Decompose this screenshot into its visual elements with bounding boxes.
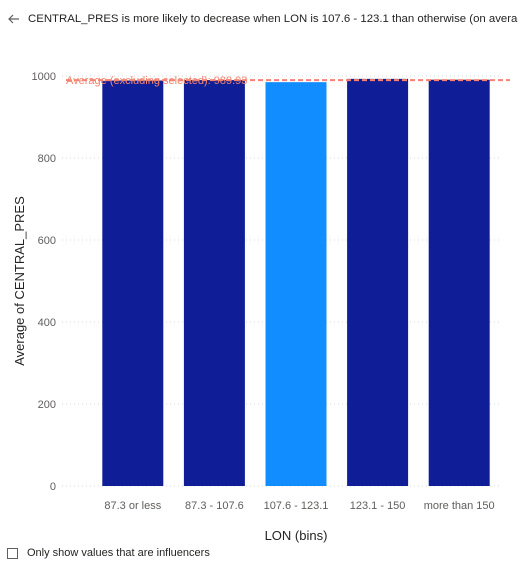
bar-chart-svg: 0 200 400 600 800 1000 87.3 or less 87.3 - 107.…: [12, 71, 510, 543]
y-tick-label: 0: [50, 481, 56, 493]
insight-text: CENTRAL_PRES is more likely to decrease …: [28, 13, 518, 25]
x-tick-label: 87.3 or less: [104, 500, 161, 512]
x-tick-label: 123.1 - 150: [350, 500, 406, 512]
bar: [347, 78, 409, 486]
influencers-checkbox[interactable]: [7, 547, 18, 559]
x-tick-label: 107.6 - 123.1: [264, 500, 329, 512]
x-axis-title: LON (bins): [265, 528, 328, 543]
bar: [265, 82, 327, 487]
influencers-checkbox-label: Only show values that are influencers: [27, 547, 210, 559]
y-tick-label: 800: [38, 153, 56, 165]
y-tick-label: 1000: [32, 71, 56, 83]
x-tick-label: more than 150: [424, 500, 495, 512]
y-tick-label: 200: [38, 399, 56, 411]
x-tick-label: 87.3 - 107.6: [185, 500, 244, 512]
y-axis-title: Average of CENTRAL_PRES: [12, 196, 27, 366]
bar: [183, 80, 245, 486]
average-line-label: Average (excluding selected): 989.93: [66, 75, 247, 87]
y-tick-label: 600: [38, 235, 56, 247]
bar: [102, 80, 164, 486]
influencers-filter[interactable]: Only show values that are influencers: [7, 545, 210, 561]
insight-header: CENTRAL_PRES is more likely to decrease …: [6, 9, 518, 29]
bar-chart: 0 200 400 600 800 1000 87.3 or less 87.3 - 107.…: [0, 40, 524, 550]
bar: [428, 79, 490, 486]
y-tick-label: 400: [38, 317, 56, 329]
back-arrow-icon[interactable]: [6, 11, 22, 27]
